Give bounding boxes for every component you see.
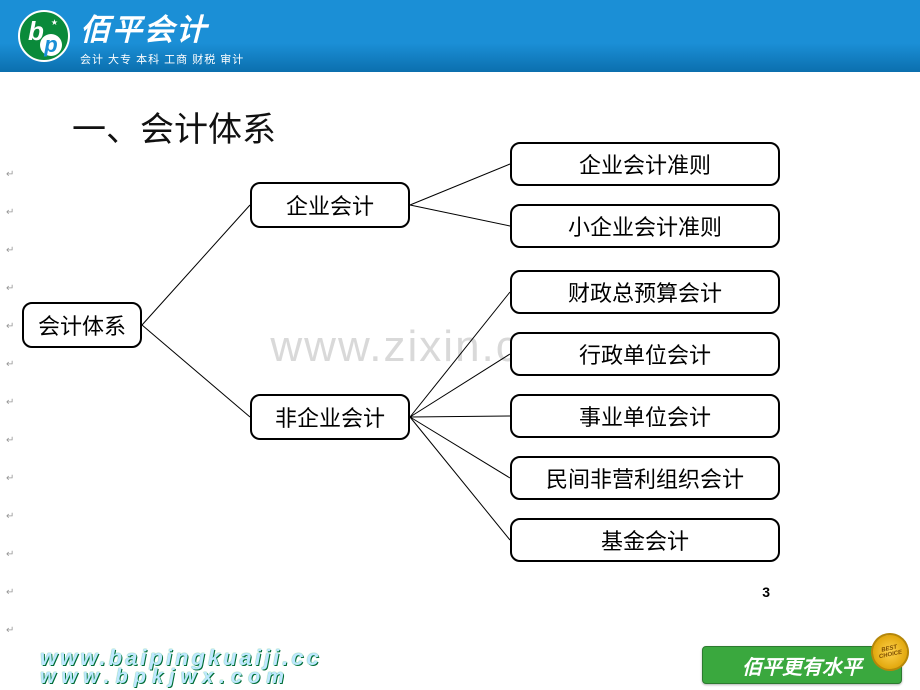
logo-letter-p: p: [40, 34, 62, 56]
footer-url-1: www.baipingkuaiji.cc: [40, 648, 322, 668]
footer-bar: www.baipingkuaiji.cc www.bpkjwx.com 佰平更有…: [0, 644, 920, 690]
best-choice-seal-icon: BEST CHOICE: [867, 629, 912, 674]
slide-content: ↵↵↵↵↵↵↵↵↵↵↵↵↵ 一、会计体系 www.zixin.com.cn 会计…: [0, 72, 920, 632]
tree-edge: [410, 354, 510, 417]
tree-edge: [142, 205, 250, 325]
tree-node-root: 会计体系: [22, 302, 142, 348]
tree-node-l1: 企业会计准则: [510, 142, 780, 186]
tree-edge: [142, 325, 250, 417]
seal-text: BEST CHOICE: [872, 643, 908, 662]
star-icon: ★: [51, 18, 58, 27]
brand-text-block: 佰平会计 会计 大专 本科 工商 财税 审计: [80, 5, 244, 67]
tree-edge: [410, 417, 510, 478]
tree-node-n1: 企业会计: [250, 182, 410, 228]
header-bar: b p ★ 佰平会计 会计 大专 本科 工商 财税 审计: [0, 0, 920, 72]
tree-node-l2: 小企业会计准则: [510, 204, 780, 248]
brand-logo: b p ★: [18, 10, 70, 62]
footer-urls: www.baipingkuaiji.cc www.bpkjwx.com: [40, 648, 322, 686]
footer-url-2: www.bpkjwx.com: [40, 668, 322, 686]
tree-edge: [410, 292, 510, 417]
tree-node-l3: 财政总预算会计: [510, 270, 780, 314]
brand-subtitle: 会计 大专 本科 工商 财税 审计: [80, 51, 244, 67]
tree-node-l4: 行政单位会计: [510, 332, 780, 376]
tree-connectors: [0, 72, 920, 632]
tree-edge: [410, 205, 510, 226]
tree-node-l5: 事业单位会计: [510, 394, 780, 438]
tree-edge: [410, 417, 510, 540]
tree-node-l7: 基金会计: [510, 518, 780, 562]
footer-badge-text: 佰平更有水平: [742, 651, 862, 680]
brand-name: 佰平会计: [80, 5, 244, 49]
tree-node-l6: 民间非营利组织会计: [510, 456, 780, 500]
tree-edge: [410, 164, 510, 205]
tree-edge: [410, 416, 510, 417]
tree-node-n2: 非企业会计: [250, 394, 410, 440]
footer-badge: 佰平更有水平 BEST CHOICE: [702, 646, 902, 684]
